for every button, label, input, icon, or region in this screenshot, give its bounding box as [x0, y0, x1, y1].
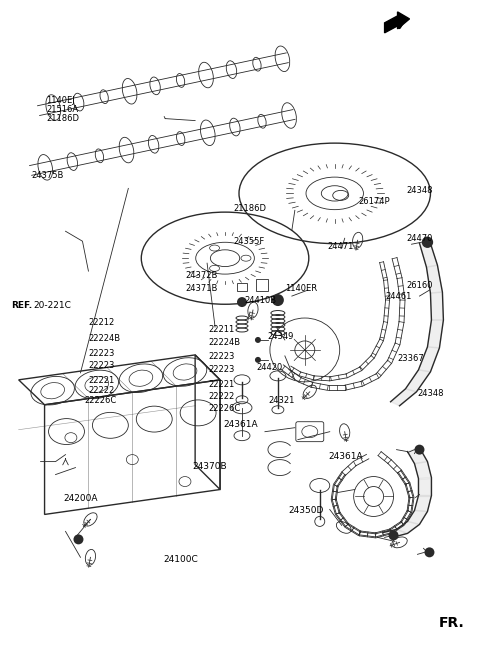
Text: 23367: 23367	[397, 354, 424, 363]
Polygon shape	[420, 240, 437, 267]
Polygon shape	[419, 347, 439, 372]
Text: 1140ER: 1140ER	[286, 284, 318, 293]
Text: 22226C: 22226C	[84, 397, 117, 406]
Circle shape	[422, 237, 432, 248]
Text: 24348: 24348	[407, 186, 433, 195]
Text: 22226C: 22226C	[209, 404, 241, 413]
Polygon shape	[406, 370, 431, 392]
Text: FR.: FR.	[439, 616, 464, 629]
Circle shape	[424, 548, 434, 557]
Text: 21516A: 21516A	[46, 105, 78, 114]
Text: 24470: 24470	[407, 234, 433, 243]
Text: 24420: 24420	[257, 364, 283, 373]
Text: 22221: 22221	[88, 376, 115, 385]
Polygon shape	[408, 448, 428, 463]
Text: 22222: 22222	[88, 386, 115, 395]
Circle shape	[73, 535, 84, 544]
Text: 22224B: 22224B	[88, 334, 120, 343]
Text: 24355F: 24355F	[234, 237, 265, 246]
Polygon shape	[384, 529, 408, 537]
Polygon shape	[419, 478, 432, 496]
Text: 24321: 24321	[269, 396, 295, 405]
Polygon shape	[431, 292, 444, 320]
Text: 24350D: 24350D	[288, 505, 323, 515]
Text: 26174P: 26174P	[359, 197, 390, 205]
Circle shape	[272, 294, 284, 306]
Polygon shape	[415, 461, 432, 479]
Text: 24348: 24348	[417, 389, 444, 399]
Text: 1140EJ: 1140EJ	[46, 96, 75, 105]
Text: 24361A: 24361A	[328, 452, 363, 461]
Polygon shape	[408, 511, 428, 524]
Text: 20-221C: 20-221C	[33, 301, 71, 310]
Text: 22221: 22221	[209, 380, 235, 389]
Text: 24370B: 24370B	[192, 461, 227, 470]
Text: 22212: 22212	[88, 318, 115, 327]
Text: 24461: 24461	[385, 292, 412, 301]
Bar	[256, 279, 268, 291]
Text: 21186D: 21186D	[234, 205, 267, 213]
Text: 24349: 24349	[268, 332, 294, 341]
Text: 22223: 22223	[209, 352, 235, 361]
Text: 24375B: 24375B	[32, 171, 64, 180]
Text: 22211: 22211	[209, 325, 235, 334]
Text: 22222: 22222	[209, 392, 235, 401]
Polygon shape	[428, 320, 444, 348]
Text: 24371B: 24371B	[185, 284, 217, 293]
Text: 22224B: 22224B	[209, 338, 241, 347]
Text: 24100C: 24100C	[163, 555, 198, 564]
Text: 24200A: 24200A	[63, 494, 97, 503]
Circle shape	[237, 297, 247, 307]
Bar	[237, 283, 247, 291]
Polygon shape	[384, 12, 409, 33]
Circle shape	[389, 531, 398, 540]
Text: 22223: 22223	[209, 365, 235, 374]
Text: 22223: 22223	[88, 362, 115, 371]
Text: 26160: 26160	[407, 281, 433, 290]
Text: 24471: 24471	[327, 242, 354, 251]
Circle shape	[415, 445, 424, 455]
Polygon shape	[415, 496, 432, 511]
Text: 21186D: 21186D	[46, 114, 79, 123]
Polygon shape	[391, 389, 417, 406]
Text: 24361A: 24361A	[223, 420, 258, 428]
Text: REF.: REF.	[11, 301, 32, 310]
Polygon shape	[396, 522, 420, 533]
Circle shape	[255, 357, 261, 363]
Polygon shape	[426, 265, 443, 293]
Circle shape	[255, 337, 261, 343]
Text: 24372B: 24372B	[185, 271, 217, 280]
Text: 22223: 22223	[88, 349, 115, 358]
Text: 24410B: 24410B	[245, 296, 277, 305]
